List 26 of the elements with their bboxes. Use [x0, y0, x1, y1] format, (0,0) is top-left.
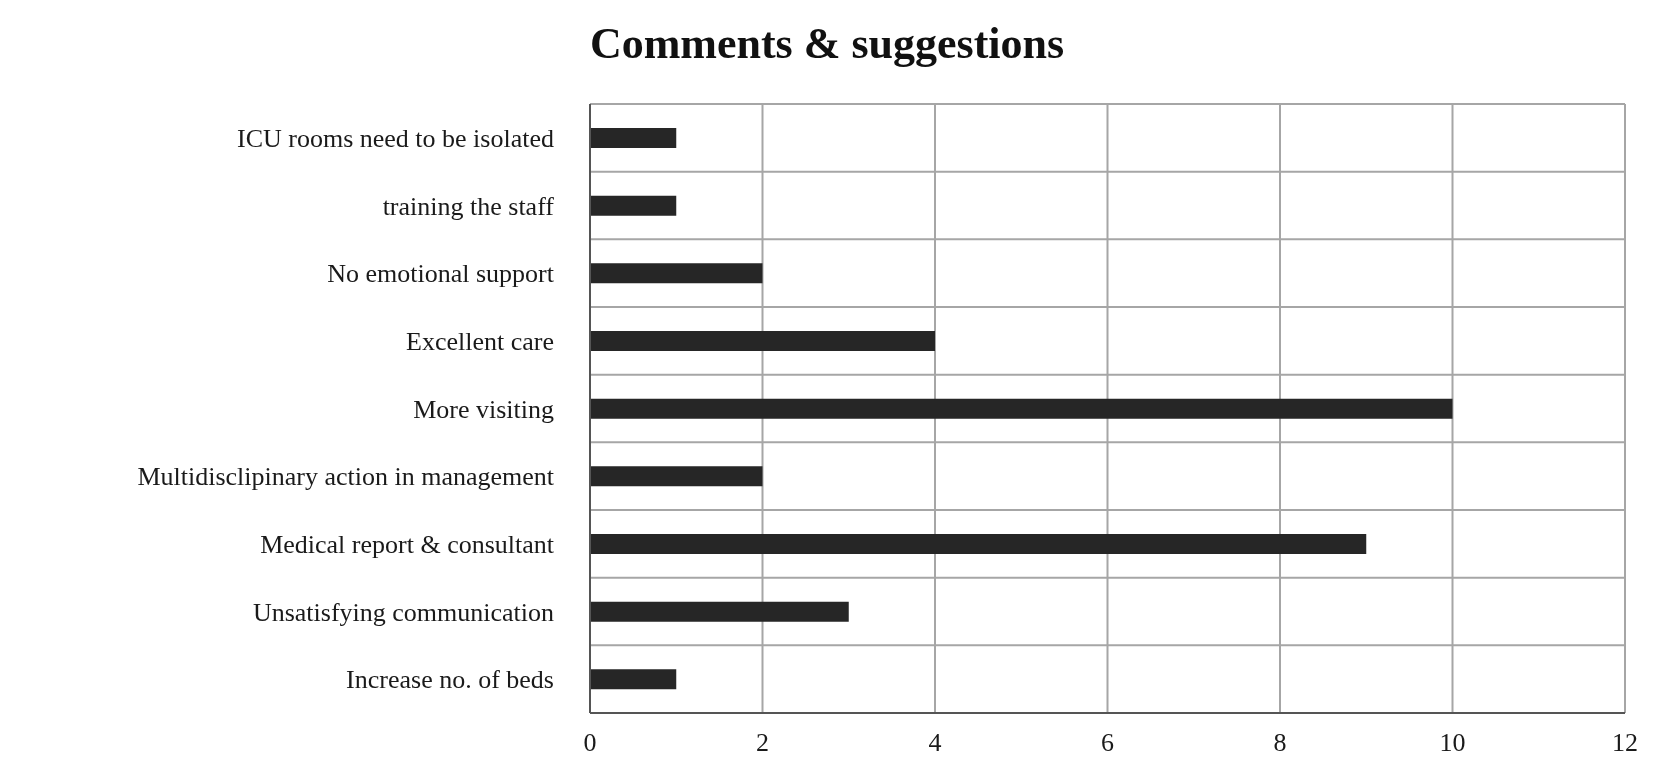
bar — [590, 669, 677, 690]
x-tick-label: 10 — [1439, 728, 1466, 758]
y-tick-label: Increase no. of beds — [346, 665, 554, 695]
y-tick-label: ICU rooms need to be isolated — [237, 124, 554, 154]
bar — [590, 534, 1367, 554]
x-tick-label: 0 — [583, 728, 597, 758]
bar — [590, 601, 849, 622]
x-tick-label: 8 — [1273, 728, 1287, 758]
bar — [590, 466, 763, 487]
y-tick-label: Unsatisfying communication — [252, 597, 554, 627]
bar — [590, 398, 1453, 419]
y-tick-label: Excellent care — [406, 327, 554, 357]
bar — [590, 331, 935, 351]
bar — [590, 128, 677, 148]
x-tick-label: 4 — [928, 728, 942, 758]
x-tick-label: 2 — [756, 728, 769, 758]
y-tick-label: Medical report & consultant — [260, 530, 555, 560]
y-tick-label: More visiting — [413, 394, 554, 424]
y-tick-label: Multidisclipinary action in management — [137, 462, 555, 492]
bar — [590, 195, 677, 216]
chart-title: Comments & suggestions — [588, 18, 1066, 70]
y-tick-label: training the staff — [382, 191, 555, 221]
bar — [590, 263, 763, 284]
x-tick-label: 12 — [1612, 728, 1638, 758]
y-tick-label: No emotional support — [327, 259, 555, 289]
x-tick-label: 6 — [1101, 728, 1114, 758]
